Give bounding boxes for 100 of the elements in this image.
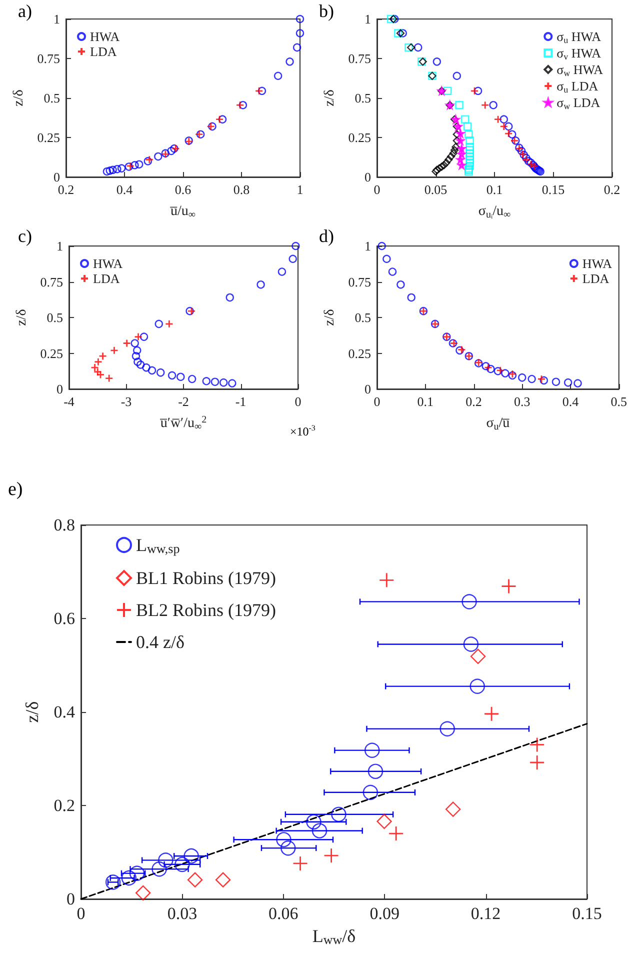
point <box>286 58 294 66</box>
point <box>529 737 545 752</box>
point <box>456 136 465 145</box>
point <box>278 268 286 276</box>
point <box>406 43 416 52</box>
y-tick-label: 0.25 <box>40 346 63 361</box>
x-tick-label: 0.8 <box>233 182 250 197</box>
point <box>445 802 461 817</box>
y-tick-label: 0.25 <box>348 346 371 361</box>
x-axis-title: u̅/u∞ <box>170 204 196 220</box>
x-tick-label: -4 <box>64 394 75 409</box>
point <box>215 872 231 888</box>
point <box>501 578 516 594</box>
point <box>398 29 407 38</box>
y-tick-label: 0.6 <box>54 609 75 628</box>
y-tick-label: 0.75 <box>348 51 371 66</box>
point <box>449 149 458 158</box>
point <box>292 43 302 52</box>
point <box>122 339 132 348</box>
point <box>364 742 380 758</box>
point <box>324 848 339 864</box>
x-tick-label: 0.03 <box>167 904 198 923</box>
point <box>210 378 220 386</box>
x-tick-label: -3 <box>120 394 132 409</box>
point <box>312 823 328 838</box>
point <box>256 280 265 289</box>
point <box>461 115 470 124</box>
y-tick-label: 0.5 <box>44 90 60 106</box>
legend-label: HWA <box>582 256 613 271</box>
point <box>168 371 176 380</box>
point <box>452 136 461 145</box>
point <box>466 146 474 154</box>
x-tick-label: 0.15 <box>572 904 602 923</box>
point <box>94 358 102 366</box>
y-tick-label: 0.25 <box>37 130 60 145</box>
y-axis-title: z/δ <box>12 89 26 106</box>
point <box>218 115 227 124</box>
point <box>484 706 500 722</box>
point <box>306 814 322 830</box>
point <box>176 372 185 381</box>
point <box>133 346 142 354</box>
point <box>135 885 151 901</box>
y-tick-label: 0.25 <box>348 130 371 145</box>
x-tick-label: 0.5 <box>610 394 627 409</box>
point <box>106 166 114 175</box>
x-tick-label: 0.4 <box>116 182 134 197</box>
y-tick-label: 0.75 <box>348 274 371 290</box>
point <box>108 166 117 174</box>
point <box>564 378 572 387</box>
point <box>442 158 450 167</box>
chart-title: a) <box>18 1 32 21</box>
point <box>440 721 455 736</box>
point <box>528 374 536 384</box>
point <box>130 161 139 170</box>
point <box>480 100 490 110</box>
y-tick-label: 0.4 <box>54 702 76 722</box>
point <box>452 130 461 138</box>
point <box>254 86 264 96</box>
point <box>540 376 548 385</box>
x-tick-label: 0 <box>294 394 302 409</box>
point <box>574 379 582 388</box>
y-tick-label: 0.5 <box>354 90 371 106</box>
point <box>529 754 545 770</box>
point <box>238 101 248 110</box>
point <box>174 856 190 872</box>
point <box>134 332 142 342</box>
point <box>446 152 456 161</box>
y-tick-label: 1 <box>364 12 371 26</box>
point <box>296 14 304 24</box>
point <box>466 156 474 164</box>
x-tick-label: 0.12 <box>470 904 501 923</box>
point <box>407 293 416 302</box>
point <box>466 158 474 167</box>
point <box>292 242 300 250</box>
point <box>464 130 473 138</box>
y-tick-label: 0.8 <box>54 516 75 534</box>
x-tick-label: 0.2 <box>466 394 482 409</box>
point <box>376 814 392 829</box>
point <box>444 156 453 164</box>
point <box>486 364 495 374</box>
point <box>404 43 413 52</box>
y-tick-label: 1 <box>56 238 63 254</box>
point <box>396 280 405 289</box>
point <box>288 254 297 263</box>
point <box>280 840 296 856</box>
point <box>501 369 510 378</box>
legend-label: BL1 Robins (1979) <box>136 568 276 588</box>
point <box>470 678 485 694</box>
point <box>414 43 422 52</box>
point <box>388 826 404 842</box>
point <box>132 352 140 360</box>
point <box>382 254 391 263</box>
point <box>140 332 148 341</box>
x-axis-title: u̅′w̅′/u∞2 <box>160 414 207 432</box>
point <box>331 806 346 822</box>
point <box>276 832 292 848</box>
point <box>142 363 150 372</box>
x-tick-label: 1 <box>296 182 304 197</box>
point <box>466 142 474 152</box>
chart-title: c) <box>18 226 32 246</box>
